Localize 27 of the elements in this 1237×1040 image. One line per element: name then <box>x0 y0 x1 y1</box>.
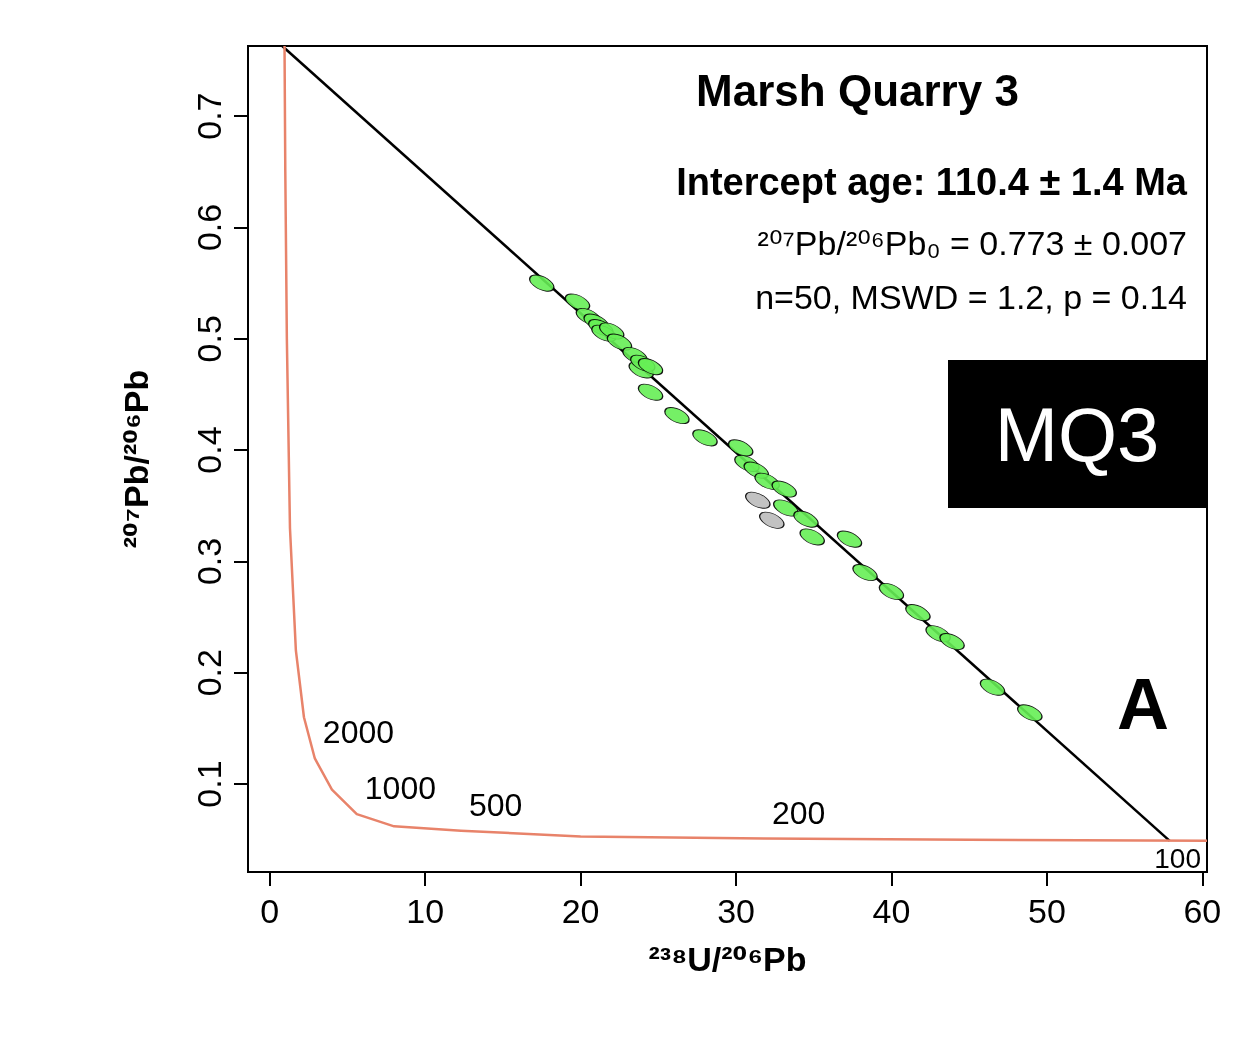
y-tick-label: 0.6 <box>190 203 228 252</box>
annotation: ²⁰⁷Pb/²⁰⁶Pb₀ = 0.773 ± 0.007 <box>757 224 1187 262</box>
annotation: 200 <box>772 794 826 831</box>
annotation: 2000 <box>322 714 395 751</box>
y-tick-label: 0.3 <box>190 537 228 586</box>
annotation: 500 <box>468 786 523 823</box>
y-tick-label: 0.5 <box>190 315 228 363</box>
annotation: 1000 <box>364 770 436 807</box>
x-tick-label: 60 <box>1183 892 1222 930</box>
y-axis-title: ²⁰⁷Pb/²⁰⁶Pb <box>117 369 155 549</box>
chart-title: Marsh Quarry 3 <box>696 65 1019 115</box>
y-tick-label: 0.4 <box>190 426 228 474</box>
y-tick-label: 0.1 <box>190 760 228 808</box>
x-tick-label: 0 <box>260 892 280 930</box>
annotation: Intercept age: 110.4 ± 1.4 Ma <box>676 161 1188 203</box>
y-tick-label: 0.2 <box>190 649 228 697</box>
annotation: MQ3 <box>994 391 1160 477</box>
x-tick-label: 50 <box>1027 892 1066 930</box>
x-tick-label: 20 <box>561 892 600 930</box>
annotation: n=50, MSWD = 1.2, p = 0.14 <box>755 278 1187 316</box>
annotation: A <box>1117 664 1169 744</box>
x-tick-label: 30 <box>717 892 755 930</box>
x-tick-label: 40 <box>872 892 911 930</box>
x-tick-label: 10 <box>406 892 445 930</box>
y-tick-label: 0.7 <box>190 92 228 140</box>
annotation: 100 <box>1154 843 1201 875</box>
x-axis-title: ²³⁸U/²⁰⁶Pb <box>648 940 807 978</box>
